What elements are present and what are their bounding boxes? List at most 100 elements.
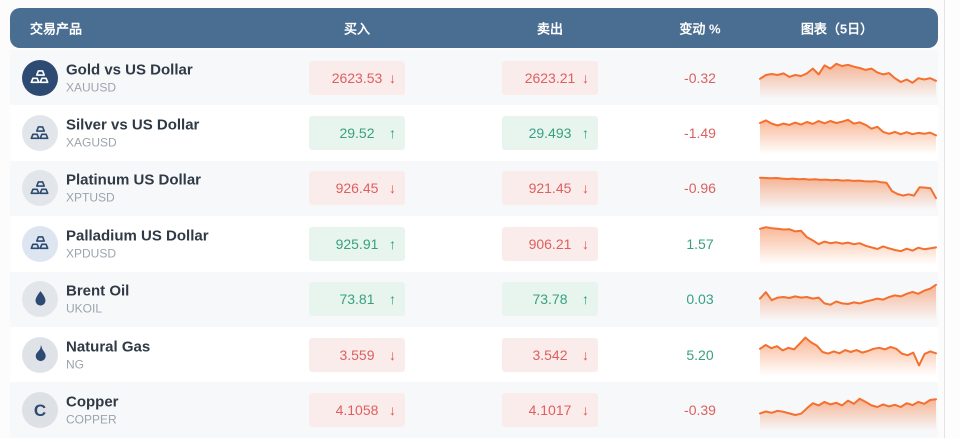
- product-name: Natural Gas: [66, 338, 151, 356]
- sell-arrow-icon: ↓: [582, 346, 589, 363]
- gas-flame-icon: [22, 336, 58, 373]
- product-name-block: Platinum US Dollar XPTUSD: [66, 172, 201, 205]
- buy-arrow-icon: ↓: [389, 346, 396, 363]
- product-name-block: Copper COPPER: [66, 394, 119, 427]
- sell-price: 29.493: [528, 125, 572, 142]
- buy-price: 29.52: [339, 125, 375, 142]
- table-row[interactable]: Natural Gas NG 3.559 ↓ 3.542 ↓ 5.20: [10, 326, 938, 383]
- buy-price: 4.1058: [335, 402, 379, 419]
- product-name-block: Palladium US Dollar XPDUSD: [66, 227, 209, 260]
- buy-price: 2623.53: [331, 69, 383, 86]
- table-row[interactable]: Platinum US Dollar XPTUSD 926.45 ↓ 921.4…: [10, 160, 938, 217]
- right-gutter: [945, 0, 960, 438]
- table-header-row: 交易产品 买入 卖出 变动 % 图表（5日）: [10, 8, 938, 48]
- product-name-block: Natural Gas NG: [66, 338, 150, 371]
- buy-price-box[interactable]: 2623.53 ↓: [309, 60, 405, 95]
- price-sparkline-chart: [758, 332, 938, 376]
- palladium-bars-icon: [22, 225, 58, 262]
- product-symbol: UKOIL: [66, 301, 103, 316]
- trading-products-table: 交易产品 买入 卖出 变动 % 图表（5日） Gold vs US Dollar…: [10, 8, 938, 438]
- buy-price-box[interactable]: 3.559 ↓: [309, 337, 405, 372]
- buy-price-box[interactable]: 926.45 ↓: [309, 171, 405, 206]
- oil-drop-icon: [22, 281, 58, 318]
- price-sparkline-chart: [758, 55, 938, 99]
- table-row[interactable]: Silver vs US Dollar XAGUSD 29.52 ↑ 29.49…: [10, 105, 938, 161]
- change-value: -0.96: [684, 180, 716, 197]
- buy-arrow-icon: ↓: [389, 69, 396, 86]
- change-value: -1.49: [684, 125, 716, 142]
- product-name-block: Brent Oil UKOIL: [66, 283, 129, 316]
- sell-arrow-icon: ↑: [582, 125, 589, 142]
- price-sparkline-chart: [758, 387, 938, 432]
- change-value: 0.03: [686, 291, 714, 308]
- sell-price-box[interactable]: 3.542 ↓: [502, 337, 598, 372]
- product-symbol: XPTUSD: [66, 190, 115, 205]
- sell-price-box[interactable]: 73.78 ↑: [502, 282, 598, 317]
- column-header-product: 交易产品: [30, 21, 83, 37]
- price-sparkline-chart: [758, 166, 938, 210]
- product-table-body: Gold vs US Dollar XAUUSD 2623.53 ↓ 2623.…: [10, 50, 938, 438]
- price-sparkline-chart: [758, 277, 938, 321]
- product-symbol: XAUUSD: [66, 80, 117, 95]
- product-symbol: XAGUSD: [66, 135, 117, 150]
- product-name: Palladium US Dollar: [66, 227, 209, 245]
- product-name-block: Silver vs US Dollar XAGUSD: [66, 117, 199, 150]
- column-header-buy: 买入: [343, 21, 371, 37]
- buy-price-box[interactable]: 73.81 ↑: [309, 282, 405, 317]
- sell-arrow-icon: ↓: [582, 402, 589, 419]
- change-value: 5.20: [686, 346, 714, 363]
- buy-price-box[interactable]: 925.91 ↑: [309, 226, 405, 261]
- buy-price-box[interactable]: 4.1058 ↓: [309, 393, 405, 428]
- sell-price-box[interactable]: 2623.21 ↓: [502, 60, 598, 95]
- change-value: -0.32: [684, 69, 716, 86]
- column-header-sell: 卖出: [536, 21, 564, 37]
- sell-price-box[interactable]: 921.45 ↓: [502, 171, 598, 206]
- sell-price: 73.78: [532, 291, 568, 308]
- sell-price-box[interactable]: 4.1017 ↓: [502, 393, 598, 428]
- sell-price-box[interactable]: 29.493 ↑: [502, 116, 598, 151]
- sell-price: 4.1017: [528, 402, 572, 419]
- sell-price-box[interactable]: 906.21 ↓: [502, 226, 598, 261]
- buy-price: 926.45: [335, 180, 379, 197]
- change-value: 1.57: [686, 235, 714, 252]
- letter-c-icon: C: [33, 400, 47, 420]
- silver-bars-icon: [22, 115, 58, 152]
- sell-arrow-icon: ↑: [582, 291, 589, 308]
- product-name: Silver vs US Dollar: [66, 116, 200, 134]
- buy-arrow-icon: ↓: [389, 180, 396, 197]
- buy-price-box[interactable]: 29.52 ↑: [309, 116, 405, 151]
- gold-bars-icon: [22, 59, 58, 96]
- table-row[interactable]: Palladium US Dollar XPDUSD 925.91 ↑ 906.…: [10, 216, 938, 272]
- sell-arrow-icon: ↓: [582, 235, 589, 252]
- buy-arrow-icon: ↑: [389, 291, 396, 308]
- table-row[interactable]: C Copper COPPER 4.1058 ↓ 4.1017 ↓ -0.39: [10, 382, 938, 438]
- sell-price: 921.45: [528, 180, 572, 197]
- buy-price: 925.91: [335, 235, 379, 252]
- sell-arrow-icon: ↓: [582, 69, 589, 86]
- table-row[interactable]: Gold vs US Dollar XAUUSD 2623.53 ↓ 2623.…: [10, 50, 938, 106]
- table-row[interactable]: Brent Oil UKOIL 73.81 ↑ 73.78 ↑ 0.03: [10, 271, 938, 327]
- product-name: Platinum US Dollar: [66, 171, 202, 189]
- price-sparkline-chart: [758, 110, 938, 155]
- sell-price: 2623.21: [524, 69, 576, 86]
- product-symbol: COPPER: [66, 412, 117, 427]
- product-symbol: XPDUSD: [66, 246, 117, 261]
- buy-arrow-icon: ↑: [389, 125, 396, 142]
- platinum-bars-icon: [22, 170, 58, 207]
- right-edge-divider: [944, 0, 945, 438]
- buy-price: 3.559: [339, 346, 375, 363]
- sell-arrow-icon: ↓: [582, 180, 589, 197]
- copper-letter-icon: C: [22, 392, 58, 429]
- column-header-change: 变动 %: [679, 21, 721, 37]
- buy-arrow-icon: ↓: [389, 402, 396, 419]
- product-name: Gold vs US Dollar: [66, 61, 193, 79]
- sell-price: 906.21: [528, 235, 572, 252]
- column-header-chart-5day: 图表（5日）: [800, 21, 874, 37]
- price-sparkline-chart: [758, 221, 938, 266]
- sell-price: 3.542: [532, 346, 568, 363]
- buy-price: 73.81: [339, 291, 375, 308]
- product-symbol: NG: [66, 357, 84, 372]
- product-name-block: Gold vs US Dollar XAUUSD: [66, 61, 193, 94]
- buy-arrow-icon: ↑: [389, 235, 396, 252]
- product-name: Copper: [66, 393, 119, 411]
